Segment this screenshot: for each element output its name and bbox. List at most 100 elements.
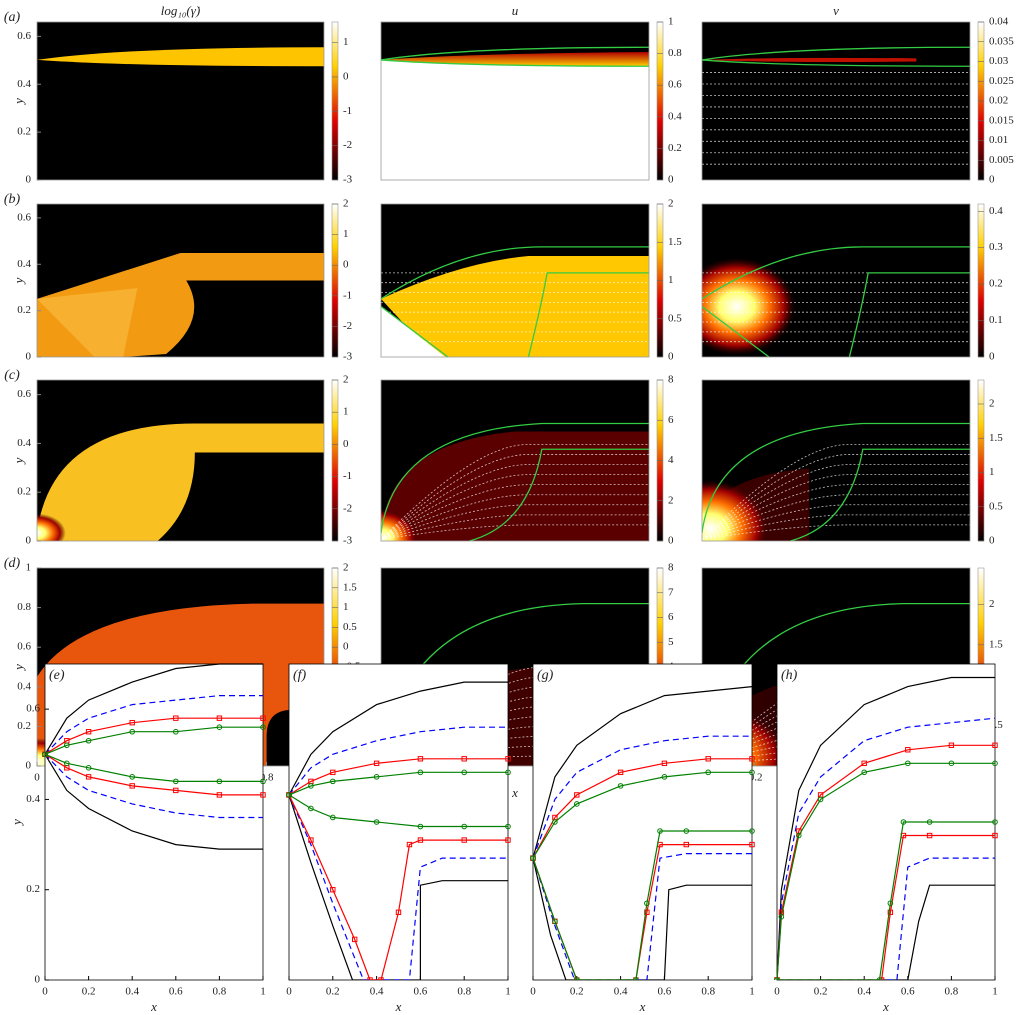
colorbar-tick-label: -1 [343, 289, 352, 301]
marker [260, 724, 266, 731]
marker [749, 769, 755, 776]
marker [129, 774, 135, 780]
x-tick-label: 0.2 [814, 986, 828, 998]
x-axis-label: x [639, 999, 646, 1014]
yield-contour [381, 247, 649, 299]
yield-contour [381, 307, 448, 357]
y-tick-label: 0.4 [17, 78, 31, 90]
plot-frame [36, 379, 325, 542]
marker [330, 769, 336, 776]
colorbar-tick-label: 2 [989, 598, 995, 610]
field-region [702, 57, 917, 63]
marker [42, 751, 48, 758]
colorbar-tick-label: 1 [343, 601, 349, 613]
colorbar-tick-label: 1.5 [989, 432, 1003, 444]
plot-frame [36, 203, 325, 358]
plot-frame [44, 663, 264, 981]
x-tick-label: 0.6 [901, 986, 915, 998]
colorbar-tick-label: 0.015 [989, 114, 1014, 126]
marker [216, 724, 223, 731]
marker [644, 909, 650, 915]
marker [64, 742, 70, 749]
field-region [381, 431, 649, 541]
marker [505, 756, 511, 762]
marker [308, 837, 314, 843]
colorbar-tick-label: 0 [343, 259, 349, 271]
x-tick-label: 0.4 [857, 986, 871, 998]
colorbar-tick-label: 2 [668, 494, 674, 506]
marker [992, 819, 998, 825]
marker [796, 832, 802, 839]
marker [749, 756, 755, 762]
colorbar-tick-label: 0.02 [989, 95, 1008, 107]
colorbar-tick-label: 2 [989, 398, 995, 410]
colorbar-tick-label: -2 [343, 320, 352, 332]
series-line [44, 663, 263, 755]
streamline [381, 505, 649, 540]
series-line [288, 794, 508, 980]
yield-contour [702, 423, 970, 532]
series-line [776, 676, 995, 980]
marker [330, 887, 336, 893]
x-axis-label: x [150, 999, 157, 1014]
colorbar-tick-label: 2 [343, 374, 349, 386]
marker [992, 760, 998, 767]
marker [85, 774, 92, 780]
marker [683, 828, 690, 834]
colorbar-tick-label: 0.8 [668, 47, 682, 59]
yield-contour [790, 449, 970, 541]
marker [308, 783, 314, 789]
heatmap [37, 22, 324, 180]
series-line [776, 744, 995, 980]
y-tick-label: 0.2 [17, 126, 31, 138]
marker [129, 783, 135, 789]
heatmap [381, 22, 649, 180]
colorbar-tick-label: -2 [343, 139, 352, 151]
series-line [44, 753, 263, 782]
x-tick-label: 0.8 [945, 986, 959, 998]
y-tick-label: 0.6 [17, 30, 31, 42]
yield-contour [849, 273, 970, 357]
x-tick-label: 1 [992, 986, 998, 998]
colorbar-tick-label: 7 [668, 586, 674, 598]
heatmap [702, 380, 970, 541]
streamline [702, 475, 970, 540]
marker [129, 719, 135, 726]
colorbar-tick-label: 0.2 [668, 142, 682, 154]
heatmap [37, 380, 324, 541]
marker [461, 769, 468, 776]
field [37, 47, 324, 67]
field [702, 247, 970, 357]
colorbar-tick-label: 1.5 [343, 581, 357, 593]
colorbar-tick-label: 0.3 [989, 241, 1003, 253]
marker [876, 977, 883, 980]
streamline [702, 515, 970, 540]
y-tick-label: 0.4 [17, 258, 31, 270]
marker [887, 909, 894, 915]
heatmap [381, 204, 649, 357]
y-tick-label: 0 [26, 760, 32, 772]
marker [406, 841, 413, 848]
yield-contour [381, 423, 649, 532]
series-line [777, 821, 995, 980]
series-group [774, 676, 998, 980]
series-line [288, 726, 508, 796]
marker [330, 778, 336, 785]
marker [574, 792, 580, 798]
x-tick-label: 0.4 [370, 986, 384, 998]
plot-frame [701, 379, 971, 542]
x-tick-label: 0.2 [82, 986, 96, 998]
y-tick-label: 1 [26, 562, 32, 574]
colorbar-tick-label: 0.5 [989, 500, 1003, 512]
panel-label: (c) [4, 368, 20, 383]
marker [173, 728, 179, 735]
marker [173, 778, 179, 785]
colorbar-tick-label: 0.6 [668, 79, 682, 91]
field [37, 423, 324, 541]
colorbar-tick-label: 2 [343, 562, 349, 574]
streamline [381, 515, 649, 540]
series-line [44, 726, 263, 755]
field-glow [37, 513, 66, 541]
field [37, 252, 324, 357]
